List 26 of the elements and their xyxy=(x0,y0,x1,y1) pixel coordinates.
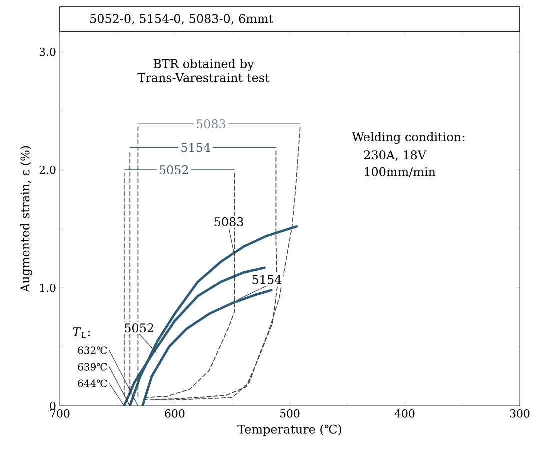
annotation: 230A, 18V xyxy=(364,150,427,162)
series-label: 5154 xyxy=(182,143,210,152)
x-axis-title: Temperature (℃) xyxy=(238,424,342,436)
annotation: 100mm/min xyxy=(365,167,436,178)
y-tick-label: 1.0 xyxy=(40,284,56,292)
x-tick-label: 300 xyxy=(510,410,530,418)
x-tick-label: 600 xyxy=(165,410,185,418)
x-tick-label: 700 xyxy=(50,410,70,418)
y-tick-label: 2.0 xyxy=(40,166,56,174)
annotation: 632℃ xyxy=(78,346,108,354)
series-label: 5052 xyxy=(160,166,188,175)
x-tick-label: 400 xyxy=(394,410,415,418)
annotation: BTR obtained by Trans-Varestraint test xyxy=(138,59,270,82)
y-axis-title: Augmented strain, ε (%) xyxy=(20,146,32,293)
x-tick-label: 500 xyxy=(280,410,300,418)
series-label: 5083 xyxy=(196,119,226,129)
annotation: Welding condition: xyxy=(352,132,464,144)
annotation: 5083 xyxy=(214,217,244,226)
y-tick-label: 0 xyxy=(50,402,56,410)
annotation: 5052 xyxy=(125,324,154,333)
y-tick-label: 3.0 xyxy=(40,48,56,56)
annotation: 644℃ xyxy=(78,380,108,388)
annotation: 639℃ xyxy=(78,363,108,371)
annotation: 5154 xyxy=(252,275,282,284)
chart-title: 5052-0, 5154-0, 5083-0, 6mmt xyxy=(90,14,274,25)
annotation: T$_{L}$: xyxy=(73,328,90,338)
